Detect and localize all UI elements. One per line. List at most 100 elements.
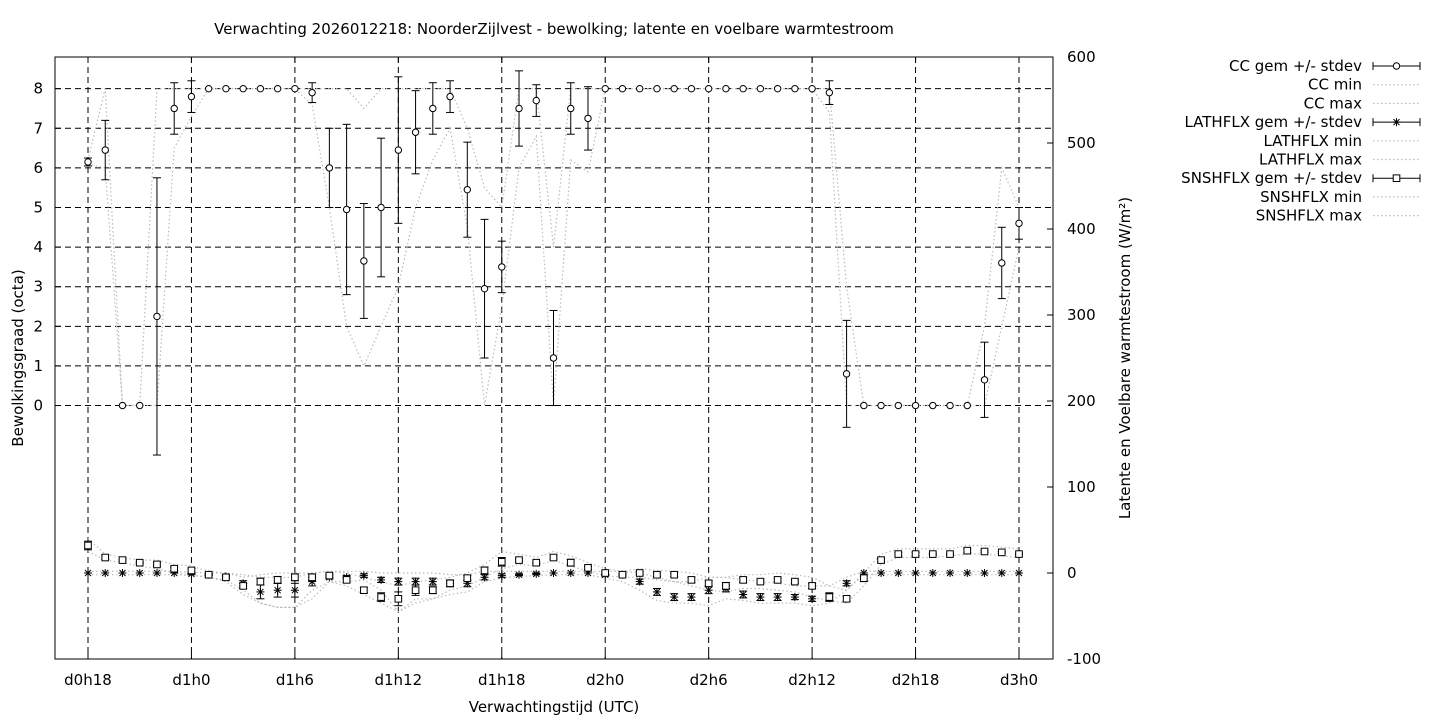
x-axis-label: Verwachtingstijd (UTC) (469, 698, 640, 716)
legend-label: LATHFLX max (1259, 151, 1362, 169)
lathflx-point (135, 569, 144, 577)
legend-marker (1392, 174, 1401, 182)
lathflx-point (377, 575, 386, 584)
snshflx-point (825, 593, 834, 601)
snshflx-max-line (87, 538, 1020, 591)
cc-point (860, 401, 868, 410)
y-tick-label: 5 (33, 199, 43, 217)
lathflx-point (394, 577, 403, 586)
snshflx-point (135, 558, 144, 567)
cc-point (187, 92, 196, 101)
legend-marker (1392, 118, 1401, 127)
snshflx-point (153, 560, 161, 569)
snshflx-point (791, 577, 799, 586)
lathflx-point (566, 569, 575, 577)
snshflx-point (187, 566, 196, 575)
cc-point (877, 401, 885, 410)
legend-label: SNSHFLX gem +/- stdev (1181, 169, 1362, 187)
grid (55, 57, 1053, 659)
snshflx-point (222, 573, 230, 582)
cc-point (222, 84, 230, 93)
cc-point (446, 92, 454, 101)
axes: d0h18 d1h0 d1h6 d1h12 d1h18 d2h0 d2h6 d2h12 d2h1… (33, 48, 1101, 689)
cc-point (946, 401, 954, 410)
cc-point (308, 88, 316, 97)
y-tick-label: 3 (33, 278, 43, 296)
cc-point (963, 401, 971, 410)
lathflx-point (1015, 569, 1023, 577)
snshflx-point (1015, 550, 1023, 558)
lathflx-point (652, 587, 661, 596)
lathflx-point (894, 569, 903, 577)
chart-title: Verwachting 2026012218: NoorderZijlvest … (214, 20, 894, 38)
cc-point (394, 146, 403, 154)
cc-point (532, 96, 540, 105)
y-tick-label: 6 (33, 159, 43, 177)
snshflx-point (635, 569, 644, 577)
y-tick-label: 7 (33, 119, 43, 137)
snshflx-point (549, 553, 558, 562)
cc-point (842, 370, 851, 378)
cc-point (498, 263, 506, 271)
lathflx-point (808, 594, 817, 603)
lathflx-point (687, 593, 696, 602)
cc-point (549, 354, 558, 362)
legend-label: SNSHFLX min (1260, 188, 1362, 206)
cc-point (273, 84, 282, 93)
snshflx-point (687, 576, 696, 584)
legend-label: CC gem +/- stdev (1229, 57, 1362, 75)
snshflx-point (808, 582, 816, 590)
snshflx-point (928, 550, 937, 558)
legend-label: CC min (1308, 76, 1362, 94)
lathflx-point (428, 577, 437, 586)
cc-point (1015, 219, 1023, 228)
cc-point (101, 146, 109, 154)
x-tick-label: d1h0 (172, 671, 210, 689)
x-tick-label: d2h12 (788, 671, 836, 689)
snshflx-point (756, 577, 765, 586)
cc-point (739, 84, 747, 93)
cc-point (170, 104, 178, 113)
y2-tick-label: 400 (1067, 220, 1096, 238)
snshflx-point (101, 553, 110, 562)
cc-point (756, 84, 765, 93)
lathflx-point (497, 571, 506, 580)
lathflx-point (963, 569, 972, 577)
lathflx-point (670, 593, 679, 602)
legend-swatch (1372, 118, 1421, 127)
snshflx-point (704, 579, 713, 588)
cc-point (463, 185, 471, 194)
lathflx-point (515, 570, 524, 579)
lathflx-point (359, 571, 368, 580)
cc-point (360, 257, 368, 265)
snshflx-point (997, 548, 1006, 557)
cc-point (687, 84, 696, 93)
lathflx-point (635, 577, 644, 586)
legend-swatch (1372, 62, 1421, 70)
cc-point (653, 84, 661, 93)
snshflx-point (446, 579, 454, 588)
lathflx-point (756, 593, 765, 602)
cc-point (773, 84, 782, 93)
snshflx-point (877, 556, 885, 564)
snshflx-point (239, 582, 247, 590)
lathflx-point (997, 569, 1006, 577)
cc-point (722, 84, 730, 93)
snshflx-point (670, 570, 678, 579)
snshflx-point (308, 573, 316, 582)
snshflx-point (860, 574, 868, 582)
cc-point (808, 84, 816, 93)
snshflx-point (911, 550, 920, 558)
cc-point (515, 104, 523, 113)
cc-point (894, 401, 903, 410)
lathflx-point (256, 587, 265, 596)
lathflx-point (739, 590, 748, 599)
x-tick-label: d2h0 (586, 671, 624, 689)
y-tick-label: 8 (33, 80, 43, 98)
y2-tick-label: 300 (1067, 306, 1096, 324)
y2-tick-label: 600 (1067, 48, 1096, 66)
lathflx-point (273, 586, 282, 595)
legend-label: CC max (1304, 94, 1363, 112)
lathflx-point (532, 569, 541, 578)
